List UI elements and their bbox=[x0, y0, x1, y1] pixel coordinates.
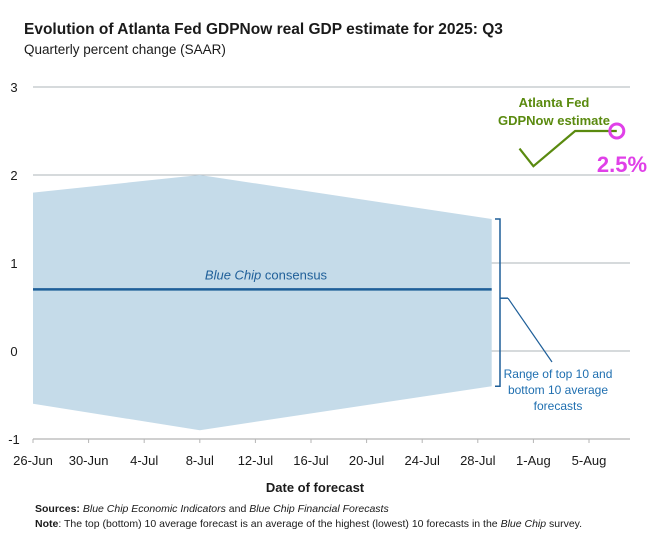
chart-title: Evolution of Atlanta Fed GDPNow real GDP… bbox=[24, 21, 503, 38]
note-text-2: survey. bbox=[546, 518, 583, 530]
x-tick-label: 8-Jul bbox=[186, 453, 214, 468]
range-label-line: forecasts bbox=[534, 399, 583, 413]
latest-value-label: 2.5% bbox=[597, 152, 647, 177]
range-label-line: bottom 10 average bbox=[508, 383, 608, 397]
y-tick-label: 2 bbox=[10, 168, 17, 183]
x-tick-label: 5-Aug bbox=[572, 453, 607, 468]
series-lines bbox=[33, 129, 617, 291]
range-bracket bbox=[495, 218, 501, 387]
range-band-area bbox=[33, 175, 492, 431]
annotations: Blue Chip consensus Range of top 10 and bo… bbox=[205, 95, 647, 413]
source-2: Blue Chip Financial Forecasts bbox=[249, 503, 389, 515]
x-tick-label: 26-Jun bbox=[13, 453, 53, 468]
x-tick-label: 16-Jul bbox=[293, 453, 329, 468]
note-label: Note bbox=[35, 518, 59, 530]
x-tick-label: 28-Jul bbox=[460, 453, 496, 468]
gdpnow-line bbox=[518, 129, 617, 168]
gdpnow-label-line: Atlanta Fed bbox=[519, 95, 590, 110]
range-leader-line bbox=[507, 297, 553, 363]
sources-and: and bbox=[225, 503, 250, 515]
note-text-1: : The top (bottom) 10 average forecast i… bbox=[58, 518, 501, 530]
x-tick-label: 20-Jul bbox=[349, 453, 385, 468]
source-1: Blue Chip Economic Indicators bbox=[82, 503, 226, 515]
x-tick-label: 12-Jul bbox=[238, 453, 274, 468]
consensus-label-rest: consensus bbox=[261, 267, 327, 282]
footnote: Note: The top (bottom) 10 average foreca… bbox=[35, 518, 582, 530]
sources-label: Sources: bbox=[35, 503, 80, 515]
note-italic: Blue Chip bbox=[500, 518, 547, 530]
consensus-label: Blue Chip consensus bbox=[205, 267, 328, 282]
chart-subtitle: Quarterly percent change (SAAR) bbox=[24, 42, 226, 57]
x-tick-label: 1-Aug bbox=[516, 453, 551, 468]
x-tick-label: 24-Jul bbox=[404, 453, 440, 468]
highlight-circle bbox=[608, 122, 626, 140]
gdpnow-label-line: GDPNow estimate bbox=[498, 113, 610, 128]
y-tick-label: 1 bbox=[10, 256, 17, 271]
y-tick-label: 0 bbox=[10, 344, 17, 359]
range-label-line: Range of top 10 and bbox=[504, 367, 613, 381]
forecast-range-band bbox=[33, 175, 492, 431]
y-axis-ticks: 3 2 1 0 -1 bbox=[8, 80, 20, 447]
x-tick-label: 4-Jul bbox=[130, 453, 158, 468]
x-axis-label: Date of forecast bbox=[266, 480, 365, 495]
y-tick-label: -1 bbox=[8, 432, 20, 447]
x-axis: 26-Jun 30-Jun 4-Jul 8-Jul 12-Jul 16-Jul 20-Jul… bbox=[13, 438, 630, 468]
sources-note: Sources: Blue Chip Economic Indicators a… bbox=[35, 503, 389, 515]
consensus-label-italic: Blue Chip bbox=[205, 267, 261, 282]
x-tick-label: 30-Jun bbox=[69, 453, 109, 468]
y-tick-label: 3 bbox=[10, 80, 17, 95]
